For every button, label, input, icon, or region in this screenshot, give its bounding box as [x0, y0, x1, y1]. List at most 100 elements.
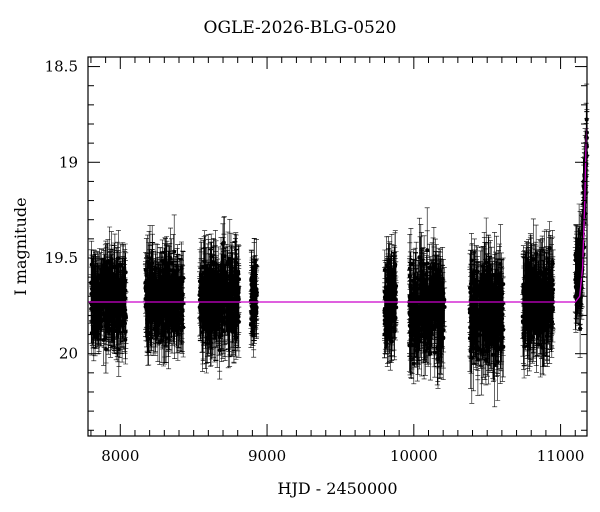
data-point	[167, 319, 172, 324]
data-point	[420, 312, 425, 317]
data-point	[237, 277, 241, 282]
data-point	[252, 271, 257, 276]
data-point	[442, 297, 447, 302]
data-point	[199, 294, 204, 299]
data-point	[520, 314, 525, 319]
data-point	[478, 294, 482, 299]
data-point	[408, 299, 412, 304]
data-point	[211, 284, 216, 289]
data-point	[100, 272, 105, 277]
data-point	[168, 279, 173, 284]
data-point	[421, 316, 425, 321]
data-point	[107, 306, 112, 311]
data-point	[115, 328, 120, 333]
data-point	[221, 270, 226, 275]
data-point	[90, 280, 95, 285]
data-point	[480, 333, 485, 338]
data-point	[534, 307, 539, 312]
data-point	[213, 303, 218, 308]
data-point	[422, 262, 427, 266]
plot-frame	[87, 56, 588, 437]
data-point	[389, 267, 394, 272]
data-point	[486, 270, 491, 275]
data-point	[218, 304, 223, 309]
data-point	[179, 289, 184, 294]
data-point	[147, 265, 152, 270]
data-point	[232, 324, 236, 329]
x-tick-label: 11000	[537, 447, 585, 465]
data-point	[471, 346, 476, 351]
data-point	[486, 301, 491, 306]
data-point	[531, 257, 536, 262]
data-point	[386, 273, 391, 278]
data-point	[436, 356, 440, 361]
data-point	[392, 294, 397, 298]
data-point	[102, 311, 107, 316]
data-point	[166, 313, 171, 318]
data-point	[425, 248, 430, 253]
data-point	[542, 289, 547, 294]
data-point	[106, 316, 111, 321]
data-point	[122, 286, 127, 290]
data-point	[392, 318, 396, 323]
data-point	[99, 325, 104, 330]
data-point	[233, 269, 237, 274]
data-point	[486, 323, 491, 328]
data-point	[211, 260, 216, 264]
data-point	[211, 296, 216, 301]
data-point	[474, 321, 479, 326]
data-point	[164, 291, 169, 296]
data-point	[249, 278, 254, 283]
data-point	[122, 305, 127, 310]
data-point	[387, 308, 392, 313]
data-point	[385, 276, 390, 281]
data-point	[527, 331, 532, 336]
data-point	[540, 272, 545, 277]
data-point	[254, 263, 259, 268]
data-point	[89, 291, 94, 296]
data-point	[531, 313, 536, 317]
data-point	[112, 329, 117, 334]
data-point	[472, 326, 477, 331]
data-point	[436, 323, 441, 327]
data-point	[498, 346, 503, 350]
data-point	[435, 345, 440, 350]
data-point	[550, 295, 555, 300]
data-point	[91, 327, 96, 332]
data-point	[528, 265, 533, 269]
data-point	[163, 259, 167, 264]
data-point	[414, 290, 419, 295]
data-point	[491, 319, 496, 324]
data-point	[536, 303, 541, 308]
data-point	[495, 330, 500, 335]
data-point	[100, 290, 105, 295]
data-point	[101, 338, 106, 342]
data-point	[157, 312, 162, 317]
data-point	[440, 304, 445, 309]
data-point	[225, 260, 230, 265]
data-points-layer	[88, 83, 590, 408]
data-point	[107, 312, 112, 317]
data-point	[160, 296, 165, 301]
data-point	[176, 292, 181, 296]
data-point	[214, 279, 218, 284]
data-point	[164, 319, 169, 324]
data-point	[469, 333, 474, 337]
data-point	[144, 273, 149, 278]
data-point	[162, 330, 167, 335]
data-point	[469, 280, 474, 285]
data-point	[93, 281, 98, 286]
data-point	[550, 305, 555, 310]
data-point	[440, 284, 445, 288]
data-point	[538, 342, 543, 347]
data-point	[497, 273, 502, 278]
data-point	[481, 346, 486, 351]
data-point	[161, 333, 166, 338]
data-point	[525, 262, 530, 267]
data-point	[437, 312, 442, 317]
data-point	[496, 281, 501, 286]
data-point	[386, 259, 391, 264]
data-point	[171, 268, 176, 272]
data-point	[216, 275, 221, 280]
data-point	[544, 281, 549, 286]
